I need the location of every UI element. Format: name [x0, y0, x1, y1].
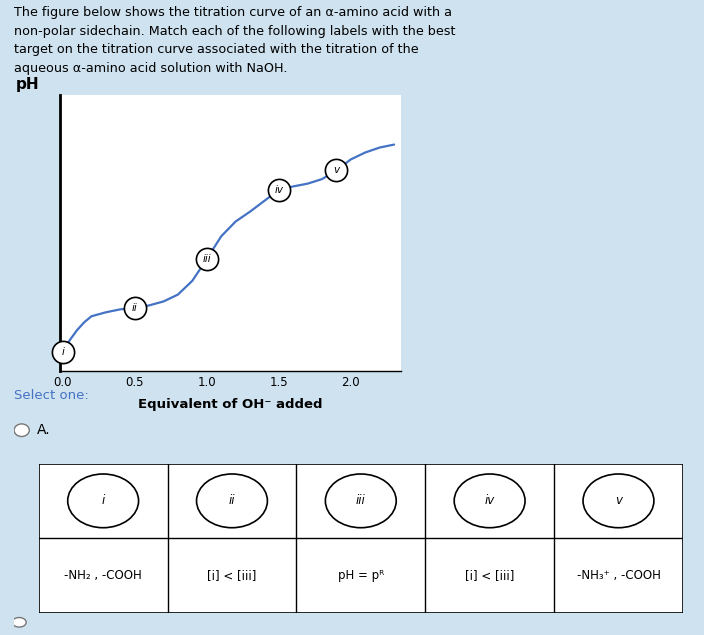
- Text: -NH₂ , -COOH: -NH₂ , -COOH: [64, 569, 142, 582]
- X-axis label: Equivalent of OH⁻ added: Equivalent of OH⁻ added: [138, 398, 323, 411]
- Text: ii: ii: [229, 495, 235, 507]
- Text: pH = pᴿ: pH = pᴿ: [338, 569, 384, 582]
- Circle shape: [12, 617, 26, 627]
- Text: iv: iv: [484, 495, 495, 507]
- Text: Select one:: Select one:: [14, 389, 89, 402]
- Text: [i] < [iii]: [i] < [iii]: [465, 569, 515, 582]
- Text: v: v: [334, 165, 339, 175]
- Text: A.: A.: [37, 423, 51, 438]
- Text: v: v: [615, 495, 622, 507]
- Text: iv: iv: [275, 185, 283, 195]
- Ellipse shape: [583, 474, 654, 528]
- Text: ii: ii: [132, 304, 137, 313]
- Ellipse shape: [454, 474, 525, 528]
- Ellipse shape: [196, 474, 268, 528]
- Text: -NH₃⁺ , -COOH: -NH₃⁺ , -COOH: [577, 569, 660, 582]
- Text: iii: iii: [203, 254, 211, 264]
- Text: iii: iii: [356, 495, 365, 507]
- Ellipse shape: [68, 474, 139, 528]
- Text: The figure below shows the titration curve of an α-amino acid with a
non-polar s: The figure below shows the titration cur…: [14, 6, 455, 75]
- Text: [i] < [iii]: [i] < [iii]: [207, 569, 257, 582]
- Ellipse shape: [325, 474, 396, 528]
- Text: i: i: [101, 495, 105, 507]
- Text: i: i: [61, 347, 64, 357]
- Text: pH: pH: [15, 77, 39, 93]
- FancyBboxPatch shape: [39, 464, 683, 613]
- Circle shape: [14, 424, 30, 436]
